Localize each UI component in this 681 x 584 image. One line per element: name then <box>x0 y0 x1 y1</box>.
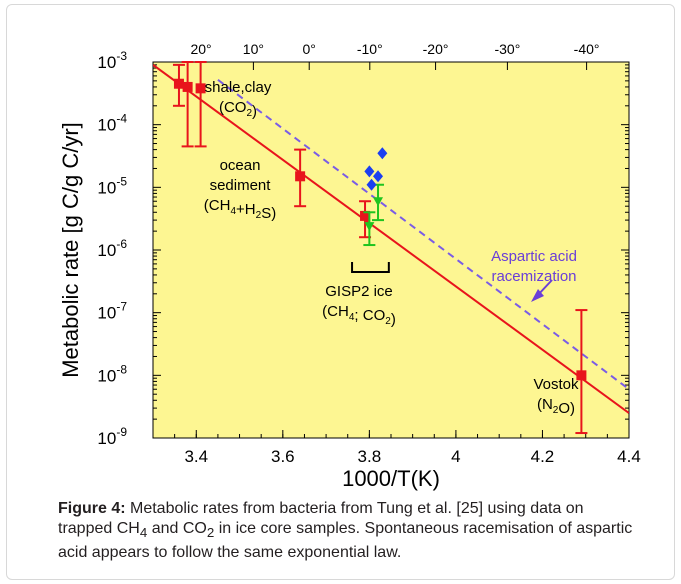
y-tick-label: 10-9 <box>97 425 127 448</box>
data-point <box>173 78 184 89</box>
x-tick-label: 4.2 <box>531 447 555 466</box>
metabolic-rate-chart: 3.4 3.6 3.8 4 4.2 4.4 20° 10° 0° -10° -20° -30° -40°… <box>58 41 641 491</box>
data-point <box>295 171 306 182</box>
caption-text-1: Metabolic rates from bacteria from Tung … <box>58 500 584 537</box>
data-point <box>182 81 193 92</box>
top-tick-label: -10° <box>357 41 383 57</box>
annotation-ocean: ocean <box>220 157 261 174</box>
gisp-bracket <box>351 262 390 273</box>
x-axis-label: 1000/T(K) <box>342 466 440 491</box>
data-points <box>172 61 588 435</box>
data-point <box>195 83 206 94</box>
y-tick-label: 10-5 <box>97 174 127 197</box>
annotation-vostok: (N2O) <box>537 396 575 417</box>
error-bar <box>194 61 207 148</box>
top-tick-label: -20° <box>423 41 449 57</box>
data-point <box>366 178 377 191</box>
y-tick-label: 10-6 <box>97 237 127 260</box>
annotation-gisp: (CH4; CO2) <box>322 303 396 328</box>
annotation-shale: (CO2) <box>219 99 257 120</box>
plot-area <box>152 61 630 439</box>
axis-ticks <box>152 61 630 439</box>
y-tick-label: 10-8 <box>97 362 127 385</box>
data-point <box>377 147 388 160</box>
x-tick-label: 3.8 <box>358 447 382 466</box>
figure-caption: Figure 4: Metabolic rates from bacteria … <box>58 499 640 563</box>
annotation-gisp: GISP2 ice <box>325 283 393 300</box>
top-tick-label: -30° <box>494 41 520 57</box>
data-point <box>364 165 375 178</box>
y-tick-label: 10-7 <box>97 300 127 323</box>
y-axis-label: Metabolic rate [g C/g C/yr] <box>58 122 83 378</box>
top-tick-label: 0° <box>303 41 316 57</box>
data-point <box>360 210 371 221</box>
y-tick-label: 10-3 <box>97 49 127 72</box>
y-tick-label: 10-4 <box>97 112 127 135</box>
caption-text-3: in ice core samples. Spontaneous racemis… <box>58 520 633 562</box>
annotations: shale,clay (CO2) ocean sediment (CH4+H2S) GIS… <box>204 79 579 417</box>
annotation-ocean: (CH4+H2S) <box>204 197 276 222</box>
x-tick-label: 4.4 <box>617 447 641 466</box>
aspartic-arrow-head <box>531 289 544 302</box>
annotation-aspartic: racemization <box>491 268 576 285</box>
data-point <box>373 170 384 183</box>
data-point <box>373 197 384 207</box>
top-tick-label: -40° <box>574 41 600 57</box>
trend-lines <box>153 64 629 414</box>
top-tick-label: 20° <box>190 41 211 57</box>
tick-labels: 3.4 3.6 3.8 4 4.2 4.4 20° 10° 0° -10° -20° -30° -40°… <box>97 41 640 466</box>
annotation-vostok: Vostok <box>533 376 579 393</box>
data-point <box>576 370 587 381</box>
top-tick-label: 10° <box>243 41 264 57</box>
caption-label: Figure 4: <box>58 500 126 517</box>
annotation-shale: shale,clay <box>205 79 272 96</box>
annotation-aspartic: Aspartic acid <box>491 248 577 265</box>
caption-sub-1: 4 <box>139 525 148 541</box>
x-tick-label: 3.6 <box>271 447 295 466</box>
x-tick-label: 3.4 <box>184 447 208 466</box>
error-bar <box>181 61 194 148</box>
metabolic-fit-line <box>153 64 629 414</box>
caption-sub-2: 2 <box>206 525 215 541</box>
aspartic-racemization-line <box>217 78 629 391</box>
caption-text-2: and CO <box>147 520 207 537</box>
x-tick-label: 4 <box>451 447 460 466</box>
annotation-ocean: sediment <box>210 177 272 194</box>
data-point <box>364 222 375 232</box>
